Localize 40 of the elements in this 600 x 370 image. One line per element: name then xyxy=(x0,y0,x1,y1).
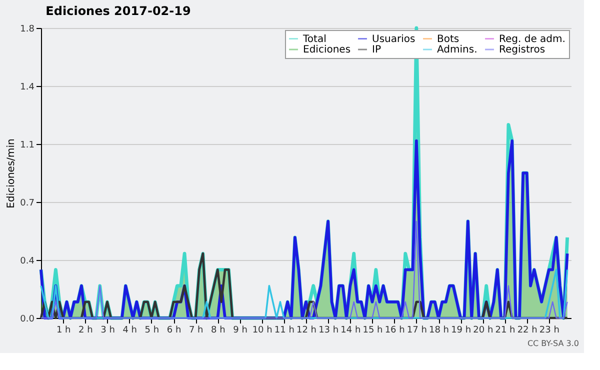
legend-label: Registros xyxy=(499,44,546,56)
legend-label: Admins. xyxy=(437,44,478,56)
x-tick-label: 18 h xyxy=(428,326,450,336)
x-tick-label: 16 h xyxy=(384,326,405,336)
legend-label: Ediciones xyxy=(303,44,351,56)
y-tick-label: 1.8 xyxy=(20,24,35,34)
x-tick-label: 11 h xyxy=(274,326,294,336)
y-axis-title: Ediciones/min xyxy=(6,138,18,208)
y-tick-label: 0.7 xyxy=(20,198,34,208)
x-tick-label: 21 h xyxy=(495,326,516,336)
x-tick-label: 3 h xyxy=(100,326,115,336)
legend-label: IP xyxy=(372,44,381,56)
chart-title: Ediciones 2017-02-19 xyxy=(46,4,191,18)
x-tick-label: 13 h xyxy=(318,326,339,336)
text: CC BY-SA 3.0 xyxy=(527,339,579,348)
x-tick-label: 5 h xyxy=(144,326,160,336)
x-tick-label: 15 h xyxy=(362,326,383,336)
x-tick-label: 19 h xyxy=(451,326,472,336)
x-tick-label: 23 h xyxy=(539,326,560,336)
x-tick-label: 9 h xyxy=(233,326,248,336)
legend-label: Reg. de adm. xyxy=(499,34,566,45)
x-tick-label: 22 h xyxy=(517,326,538,336)
y-tick-label: 0.4 xyxy=(20,256,35,266)
x-tick-label: 14 h xyxy=(340,326,361,336)
y-tick-label: 1.1 xyxy=(20,140,34,150)
x-tick-label: 17 h xyxy=(406,326,427,336)
x-tick-label: 10 h xyxy=(252,326,272,336)
x-tick-label: 20 h xyxy=(473,326,494,336)
x-tick-label: 1 h xyxy=(56,326,71,336)
x-tick-label: 2 h xyxy=(78,326,93,336)
legend-label: Usuarios xyxy=(372,34,416,45)
x-tick-label: 7 h xyxy=(188,326,204,336)
x-tick-label: 8 h xyxy=(211,326,226,336)
x-tick-label: 12 h xyxy=(296,326,317,336)
x-tick-label: 4 h xyxy=(122,326,137,336)
legend-label: Bots xyxy=(437,34,460,45)
x-tick-label: 6 h xyxy=(166,326,182,336)
y-tick-label: 1.4 xyxy=(20,82,35,92)
y-tick-label: 0.0 xyxy=(20,314,35,324)
legend-label: Total xyxy=(302,34,326,45)
